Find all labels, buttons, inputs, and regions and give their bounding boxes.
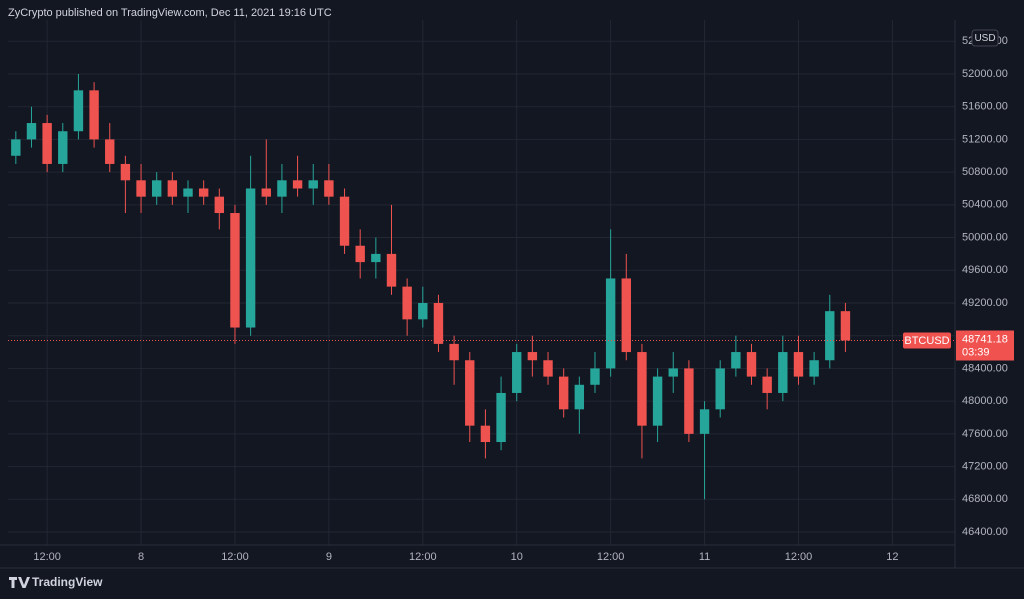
candle-body <box>355 245 365 263</box>
candle-body <box>715 368 725 410</box>
candle-body <box>11 139 21 156</box>
currency-box <box>971 29 999 47</box>
axes: 12:00 8 12:00 9 12:00 10 12:00 11 12:00 12 46400.0… <box>33 29 1014 563</box>
candle-body <box>825 311 835 361</box>
candle-body <box>214 196 225 214</box>
candle-body <box>418 302 428 320</box>
candle-body <box>26 123 37 140</box>
candle-body <box>58 131 68 164</box>
candle-body <box>809 360 819 377</box>
candle-body <box>89 90 99 140</box>
candle-body <box>73 90 84 132</box>
y-tick-label: 50400.00 <box>962 199 1008 211</box>
y-tick-label: 47600.00 <box>962 428 1008 440</box>
candle-body <box>793 352 804 377</box>
candle-body <box>245 188 256 328</box>
candles <box>8 73 955 500</box>
candle-body <box>496 392 506 443</box>
candle-body <box>386 253 397 287</box>
candle-body <box>261 188 271 197</box>
candle-body <box>840 311 851 341</box>
y-tick-label: 49200.00 <box>962 297 1008 309</box>
candle-body <box>449 343 459 361</box>
symbol-label: BTCUSD <box>904 335 949 347</box>
candle-body <box>292 180 303 189</box>
candle-body <box>277 180 287 197</box>
candle-body <box>198 188 209 197</box>
symbol-label-box <box>903 332 951 349</box>
candle-body <box>339 196 350 246</box>
y-tick-label: 47200.00 <box>962 460 1008 472</box>
candle-body <box>308 180 318 189</box>
x-tick-label: 12 <box>886 551 898 563</box>
candle-body <box>543 360 553 377</box>
brand-logo: TradingView <box>9 575 103 589</box>
candle-body <box>42 123 52 164</box>
x-tick-label: 12:00 <box>409 551 437 563</box>
candle-body <box>621 278 631 353</box>
candle-body <box>433 302 444 344</box>
y-tick-label: 46800.00 <box>962 493 1008 505</box>
candle-body <box>152 180 162 197</box>
x-tick-label: 12:00 <box>785 551 813 563</box>
candle-body <box>778 352 788 393</box>
price-label-box <box>956 330 1014 361</box>
candle-body <box>558 376 569 410</box>
currency-label: USD <box>974 33 995 44</box>
candle-body <box>652 376 663 426</box>
candle-body <box>731 352 741 369</box>
candle-body <box>637 352 647 426</box>
x-tick-label: 11 <box>699 551 710 563</box>
y-tick-label: 51600.00 <box>962 101 1008 113</box>
candle-body <box>402 286 412 320</box>
candle-body <box>324 180 334 197</box>
candle-body <box>684 368 694 434</box>
header: ZyCrypto published on TradingView.com, D… <box>8 7 332 19</box>
candle-body <box>105 139 115 164</box>
last-price-label: 48741.18 <box>962 333 1008 345</box>
x-tick-label: 12:00 <box>221 551 249 563</box>
x-tick-label: 12:00 <box>597 551 625 563</box>
candle-body <box>371 253 381 263</box>
x-tick-label: 10 <box>511 551 523 563</box>
y-tick-label: 50800.00 <box>962 166 1008 178</box>
candle-body <box>605 278 616 369</box>
y-tick-label: 49600.00 <box>962 264 1008 276</box>
y-tick-label: 46400.00 <box>962 526 1008 538</box>
candle-body <box>480 425 491 443</box>
candle-body <box>183 188 193 197</box>
y-tick-label: 48000.00 <box>962 395 1008 407</box>
x-tick-label: 12:00 <box>33 551 61 563</box>
candle-body <box>120 163 131 181</box>
candle-body <box>230 213 240 328</box>
y-tick-label: 48400.00 <box>962 362 1008 374</box>
candle-body <box>668 368 678 377</box>
brand-name: TradingView <box>32 575 103 589</box>
candle-body <box>527 352 538 361</box>
y-tick-label: 51200.00 <box>962 133 1008 145</box>
x-tick-label: 8 <box>138 551 144 563</box>
y-tick-label: 50000.00 <box>962 231 1008 243</box>
x-tick-label: 9 <box>326 551 332 563</box>
candle-body <box>136 180 146 197</box>
candle-body <box>167 180 178 197</box>
candle-body <box>512 352 522 393</box>
candle-body <box>746 352 757 377</box>
candle-body <box>590 368 600 385</box>
candle-body <box>465 360 475 426</box>
candle-body <box>762 376 772 393</box>
candle-body <box>574 384 585 410</box>
candle-body <box>699 409 710 434</box>
y-tick-label: 52000.00 <box>962 68 1008 80</box>
countdown-label: 03:39 <box>962 346 990 358</box>
